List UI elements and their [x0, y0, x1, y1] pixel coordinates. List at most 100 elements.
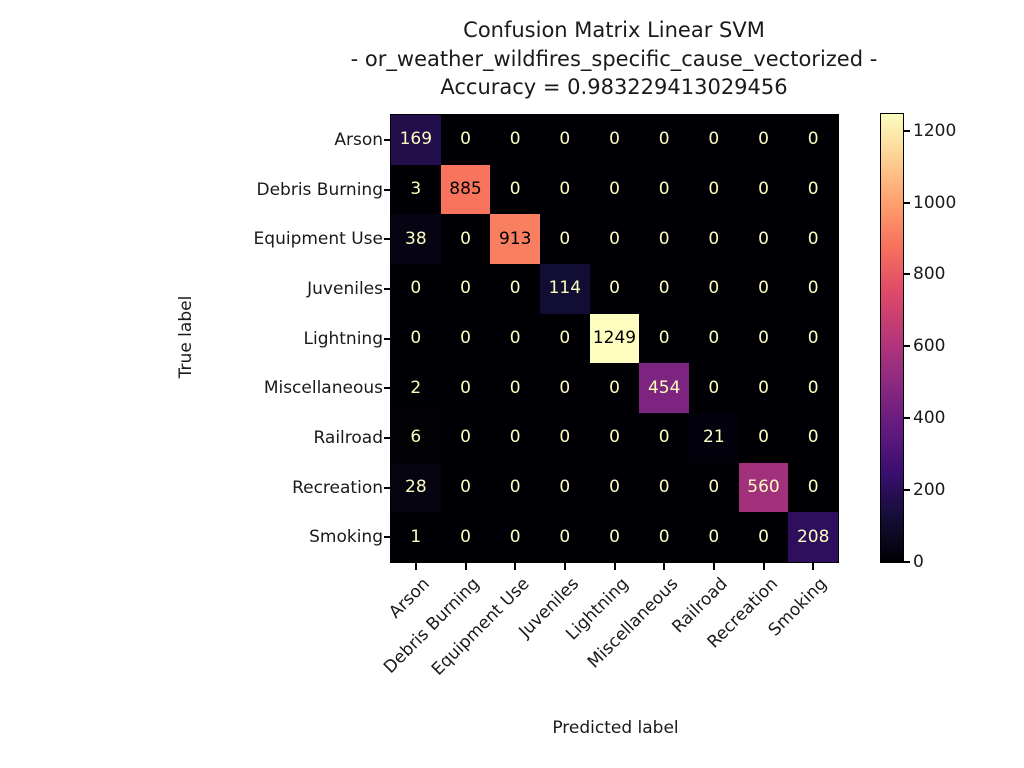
- matrix-cell: 0: [788, 413, 838, 463]
- matrix-cell: 0: [639, 164, 689, 215]
- matrix-cell: 0: [440, 115, 491, 165]
- matrix-cell: 0: [689, 264, 739, 314]
- matrix-cell: 0: [738, 115, 789, 165]
- matrix-cell: 0: [440, 313, 491, 364]
- x-tick-mark: [563, 563, 566, 570]
- matrix-cell: 0: [589, 115, 640, 165]
- y-tick-label: Recreation: [292, 477, 383, 498]
- matrix-cell: 0: [540, 413, 590, 463]
- matrix-cell: 0: [391, 313, 441, 364]
- matrix-cell: 0: [490, 115, 540, 165]
- colorbar-tick-label: 1200: [913, 120, 957, 141]
- matrix-cell: 0: [540, 214, 590, 264]
- matrix-cell: 0: [490, 264, 540, 314]
- y-tick-mark: [384, 486, 391, 489]
- chart-title: Confusion Matrix Linear SVM - or_weather…: [204, 16, 1024, 102]
- y-tick-label: Arson: [334, 129, 383, 150]
- matrix-cell: 0: [540, 462, 590, 513]
- colorbar-gradient: [881, 114, 903, 562]
- colorbar-tick-mark: [904, 201, 910, 204]
- matrix-cell: 0: [738, 164, 789, 215]
- matrix-cell: 0: [440, 413, 491, 463]
- matrix-cell: 0: [540, 115, 590, 165]
- matrix-cell: 0: [689, 462, 739, 513]
- matrix-cell: 6: [391, 413, 441, 463]
- x-tick-mark: [464, 563, 467, 570]
- y-tick-mark: [384, 436, 391, 439]
- colorbar-tick-label: 0: [913, 552, 924, 572]
- matrix-cell: 1: [391, 512, 441, 562]
- x-tick-mark: [812, 563, 815, 570]
- matrix-cell: 0: [589, 164, 640, 215]
- x-tick-mark: [514, 563, 517, 570]
- colorbar-tick-label: 600: [913, 336, 946, 357]
- matrix-cell: 0: [639, 462, 689, 513]
- matrix-cell: 0: [540, 363, 590, 413]
- y-tick-label: Smoking: [309, 527, 383, 548]
- matrix-cell: 0: [788, 214, 838, 264]
- colorbar-tick-mark: [904, 489, 910, 492]
- matrix-cell: 0: [639, 264, 689, 314]
- matrix-cell: 0: [490, 164, 540, 215]
- matrix-cell: 0: [738, 512, 789, 562]
- matrix-cell: 114: [540, 264, 590, 314]
- x-axis-title: Predicted label: [552, 718, 679, 738]
- colorbar-tick-mark: [904, 129, 910, 132]
- y-tick-mark: [384, 188, 391, 191]
- matrix-cell: 0: [788, 363, 838, 413]
- matrix-cell: 0: [490, 462, 540, 513]
- x-tick-mark: [414, 563, 417, 570]
- matrix-cell: 0: [639, 313, 689, 364]
- matrix-cell: 0: [639, 413, 689, 463]
- matrix-cell: 0: [440, 462, 491, 513]
- matrix-cell: 0: [639, 512, 689, 562]
- matrix-cell: 208: [788, 512, 838, 562]
- y-tick-label: Equipment Use: [253, 229, 383, 250]
- y-tick-label: Debris Burning: [256, 179, 383, 200]
- matrix-cell: 0: [440, 264, 491, 314]
- y-tick-mark: [384, 138, 391, 141]
- matrix-cell: 0: [490, 512, 540, 562]
- matrix-cell: 0: [589, 462, 640, 513]
- matrix-cell: 0: [639, 214, 689, 264]
- matrix-cell: 0: [689, 363, 739, 413]
- colorbar-tick-mark: [904, 345, 910, 348]
- matrix-cell: 21: [689, 413, 739, 463]
- matrix-cell: 1249: [589, 313, 640, 364]
- y-tick-label: Juveniles: [307, 278, 383, 299]
- matrix-cell: 0: [540, 164, 590, 215]
- matrix-cell: 0: [689, 313, 739, 364]
- matrix-cell: 0: [589, 264, 640, 314]
- matrix-cell: 0: [788, 462, 838, 513]
- matrix-cell: 0: [689, 512, 739, 562]
- matrix-cell: 913: [490, 214, 540, 264]
- matrix-cell: 0: [490, 363, 540, 413]
- matrix-cell: 0: [738, 363, 789, 413]
- x-tick-mark: [663, 563, 666, 570]
- matrix-cell: 0: [490, 313, 540, 364]
- matrix-cell: 0: [788, 264, 838, 314]
- matrix-cell: 0: [589, 214, 640, 264]
- matrix-cell: 0: [738, 313, 789, 364]
- confusion-matrix-grid: 169 0 0 0 0 0 0 0 0 3 885 0 0 0 0 0 0 0 38 0 913 0 0 0 0 0 0 0 0 0 114…: [391, 115, 838, 562]
- colorbar-tick-mark: [904, 561, 910, 563]
- matrix-cell: 0: [738, 214, 789, 264]
- matrix-cell: 0: [540, 313, 590, 364]
- x-tick-mark: [613, 563, 616, 570]
- y-axis-title: True label: [176, 295, 196, 379]
- colorbar-tick-mark: [904, 273, 910, 276]
- colorbar-tick-label: 200: [913, 480, 946, 501]
- matrix-cell: 454: [639, 363, 689, 413]
- matrix-cell: 2: [391, 363, 441, 413]
- matrix-cell: 0: [540, 512, 590, 562]
- matrix-cell: 0: [391, 264, 441, 314]
- chart-title-line-2: - or_weather_wildfires_specific_cause_ve…: [350, 46, 878, 71]
- matrix-cell: 0: [490, 413, 540, 463]
- matrix-cell: 560: [738, 462, 789, 513]
- matrix-cell: 169: [391, 115, 441, 165]
- matrix-cell: 0: [788, 115, 838, 165]
- y-tick-label: Railroad: [313, 427, 383, 448]
- matrix-cell: 0: [589, 413, 640, 463]
- chart-title-line-1: Confusion Matrix Linear SVM: [463, 18, 765, 42]
- matrix-cell: 0: [589, 363, 640, 413]
